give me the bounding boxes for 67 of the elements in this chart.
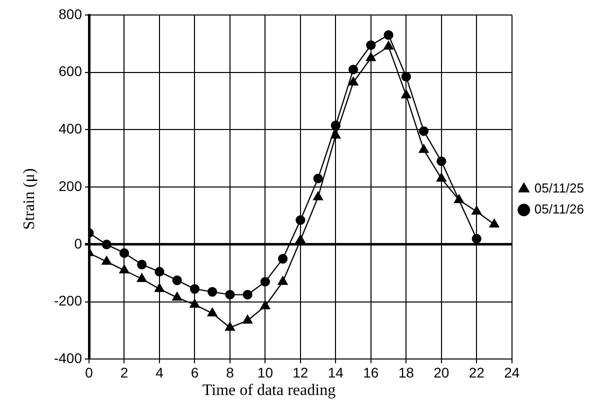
point (278, 254, 288, 264)
point (242, 290, 252, 300)
point (172, 292, 182, 301)
point (154, 266, 164, 277)
point (472, 234, 482, 244)
x-tick-label: 4 (156, 364, 164, 380)
point (119, 264, 130, 274)
y-tick-label: 600 (58, 63, 82, 80)
point (330, 130, 341, 139)
y-axis-title: Strain (μ) (21, 167, 39, 232)
point (225, 322, 235, 331)
point (102, 256, 112, 265)
point (472, 206, 482, 215)
point (119, 248, 130, 258)
legend-label: 05/11/25 (534, 180, 584, 196)
point (384, 40, 394, 50)
x-tick-label: 8 (226, 364, 234, 380)
y-tick-label: 400 (58, 120, 82, 137)
point (454, 194, 464, 204)
point (190, 299, 200, 308)
point (401, 72, 411, 82)
point (207, 308, 218, 316)
x-tick-label: 14 (328, 364, 344, 380)
point (260, 300, 270, 310)
x-tick-label: 10 (257, 364, 274, 380)
y-tick-label: 800 (58, 6, 82, 22)
point (348, 76, 358, 86)
point (384, 30, 394, 40)
point (436, 172, 446, 182)
point (296, 234, 306, 244)
point (260, 276, 270, 287)
point (296, 215, 306, 225)
point (242, 314, 253, 324)
y-tick-label: -400 (54, 350, 82, 366)
point (436, 156, 446, 166)
point (154, 283, 164, 292)
point (137, 260, 147, 270)
point (313, 192, 323, 200)
legend-label: 05/11/26 (534, 202, 584, 217)
x-tick-label: 20 (434, 364, 450, 380)
point (208, 286, 218, 297)
point (348, 64, 358, 74)
point (418, 126, 429, 136)
x-tick-label: 2 (120, 364, 128, 380)
point (401, 90, 412, 98)
x-tick-label: 18 (398, 364, 414, 380)
point (190, 284, 200, 294)
point (313, 174, 323, 184)
point (366, 52, 376, 62)
x-tick-label: 12 (292, 364, 308, 380)
point (366, 40, 376, 50)
point (102, 240, 112, 250)
y-tick-label: 0 (74, 235, 82, 252)
x-tick-label: 24 (504, 364, 520, 380)
point (225, 290, 235, 300)
point (278, 276, 288, 285)
y-tick-label: -200 (54, 292, 82, 309)
x-tick-label: 6 (190, 364, 199, 380)
x-tick-label: 0 (85, 364, 94, 380)
point (418, 144, 429, 153)
point (489, 218, 500, 228)
x-axis-title: Time of data reading (201, 382, 337, 400)
point (136, 273, 147, 282)
x-tick-label: 16 (363, 364, 379, 380)
point (172, 276, 182, 286)
x-tick-label: 22 (468, 364, 485, 380)
y-tick-label: 200 (58, 178, 82, 194)
